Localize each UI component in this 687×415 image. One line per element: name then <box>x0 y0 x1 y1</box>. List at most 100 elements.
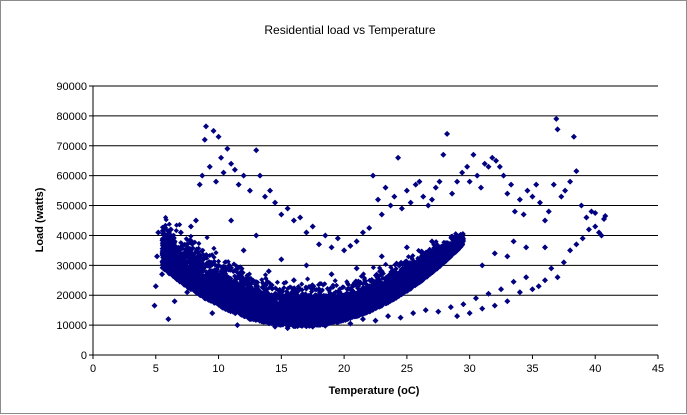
data-point <box>253 232 260 239</box>
data-point <box>583 214 590 221</box>
data-point <box>278 256 285 263</box>
data-point <box>152 283 159 290</box>
data-point <box>382 184 389 191</box>
y-axis-label: Load (watts) <box>34 187 46 252</box>
y-tick-label: 50000 <box>56 201 87 213</box>
data-point <box>504 253 511 260</box>
data-point <box>309 223 316 230</box>
data-point <box>334 235 341 242</box>
data-point <box>447 304 454 311</box>
data-point <box>322 232 329 239</box>
data-point <box>578 202 585 209</box>
data-point <box>542 217 548 224</box>
data-point <box>479 305 486 312</box>
data-point <box>567 178 574 185</box>
data-point <box>573 241 580 248</box>
data-point <box>500 172 507 179</box>
data-point <box>524 187 531 194</box>
data-point <box>523 244 530 251</box>
data-point <box>378 253 385 260</box>
data-point <box>567 247 574 254</box>
data-point <box>151 302 158 309</box>
data-point <box>420 193 427 200</box>
data-point <box>196 280 203 287</box>
data-point <box>504 190 511 197</box>
data-point <box>493 157 500 164</box>
data-point <box>366 283 373 290</box>
data-point <box>395 154 402 161</box>
data-point <box>366 224 373 231</box>
x-axis-label: Temperature (oC) <box>329 385 420 397</box>
data-point <box>444 130 451 137</box>
data-point <box>378 211 385 218</box>
data-point <box>303 229 310 236</box>
data-point <box>510 238 517 245</box>
x-tick-label: 30 <box>464 363 476 375</box>
y-tick-label: 90000 <box>56 81 87 93</box>
x-tick-label: 15 <box>275 363 287 375</box>
data-point <box>485 163 492 170</box>
x-tick-label: 0 <box>90 363 96 375</box>
data-point <box>595 229 602 236</box>
data-point <box>466 310 473 317</box>
data-point <box>316 286 322 293</box>
data-point <box>407 199 414 206</box>
data-point <box>184 289 191 296</box>
data-point <box>192 217 199 224</box>
data-point <box>466 178 473 185</box>
data-point <box>201 136 208 143</box>
data-point <box>369 172 376 179</box>
data-point <box>481 160 488 167</box>
data-point <box>177 229 184 236</box>
data-point <box>470 151 477 158</box>
data-point <box>267 187 274 194</box>
data-point <box>429 238 435 245</box>
data-point <box>161 247 168 254</box>
x-tick-label: 5 <box>153 363 159 375</box>
data-point <box>184 241 191 248</box>
data-point <box>479 262 486 269</box>
data-point <box>316 241 322 248</box>
data-point <box>548 265 555 272</box>
data-point <box>454 313 461 320</box>
data-point <box>425 202 432 209</box>
y-tick-label: 40000 <box>56 230 87 242</box>
data-point <box>290 277 297 284</box>
data-point <box>290 217 297 224</box>
data-point <box>410 310 417 317</box>
data-point <box>206 163 213 170</box>
y-tick-label: 10000 <box>56 320 87 332</box>
data-point <box>159 271 166 278</box>
data-point <box>562 187 569 194</box>
data-point <box>398 205 405 212</box>
data-point <box>412 181 419 188</box>
data-points <box>151 115 609 332</box>
data-point <box>416 178 423 185</box>
data-point <box>240 247 247 254</box>
data-point <box>422 307 429 314</box>
data-point <box>474 172 481 179</box>
data-point <box>579 235 586 242</box>
data-point <box>508 181 515 188</box>
data-point <box>554 126 561 133</box>
data-point <box>436 178 443 185</box>
data-point <box>403 187 410 194</box>
data-point <box>203 123 209 130</box>
data-point <box>309 323 316 330</box>
data-point <box>454 178 461 185</box>
data-point <box>397 314 404 321</box>
data-point <box>535 283 542 290</box>
y-tick-label: 30000 <box>56 260 87 272</box>
data-point <box>154 253 161 260</box>
data-point <box>498 286 505 293</box>
data-point <box>491 302 498 309</box>
data-point <box>573 168 580 175</box>
x-tick-label: 40 <box>589 363 601 375</box>
data-point <box>602 213 609 220</box>
data-point <box>536 199 543 206</box>
data-point <box>240 172 247 179</box>
x-tick-label: 25 <box>401 363 413 375</box>
data-point <box>592 210 599 217</box>
data-point <box>359 316 366 323</box>
